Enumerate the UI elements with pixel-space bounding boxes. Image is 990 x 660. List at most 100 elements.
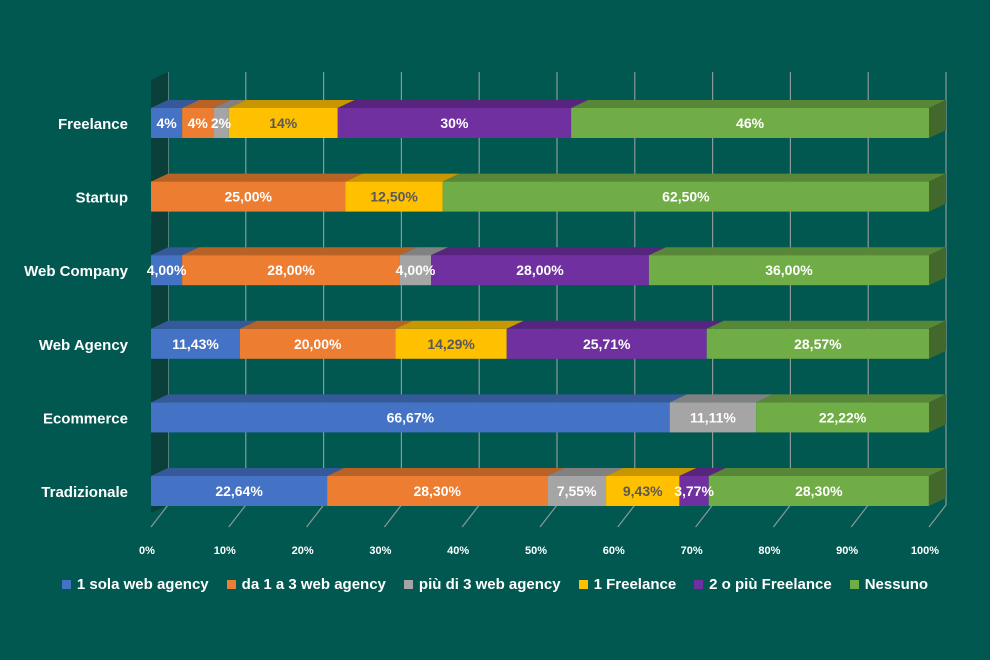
bar-segment <box>442 181 929 212</box>
bar-top-face <box>442 173 946 182</box>
bar-segment <box>151 328 240 359</box>
legend-label: da 1 a 3 web agency <box>241 576 386 593</box>
data-label: 28,00% <box>516 262 564 278</box>
bar-top-face <box>213 100 246 108</box>
legend-item: 1 Freelance <box>578 576 677 593</box>
bar-segment <box>606 476 680 506</box>
bar-segment <box>327 476 548 506</box>
floor-gridline <box>772 504 791 528</box>
legend-label: 1 sola web agency <box>76 576 209 593</box>
data-label: 4% <box>156 115 177 131</box>
bar-top-face <box>337 100 589 108</box>
data-labels: 4% 4% 2% 14% 30% 46%25,00% 12,50% 62,50%4,00% 28… <box>147 115 867 499</box>
bar-segment <box>337 108 572 138</box>
data-label: 11,11% <box>690 409 736 425</box>
bars <box>151 100 946 506</box>
data-label: 22,64% <box>215 483 263 499</box>
bar-side-face <box>929 247 946 286</box>
legend-label: Nessuno <box>864 576 929 593</box>
floor-gridline <box>695 504 714 528</box>
data-label: 25,00% <box>225 189 273 205</box>
x-tick-label: 50% <box>525 545 547 557</box>
legend-item: 2 o più Freelance <box>694 576 832 593</box>
data-label: 9,43% <box>623 483 663 499</box>
bar-top-face <box>547 468 624 476</box>
bar-segment <box>151 402 670 433</box>
bar-segment <box>151 108 183 138</box>
legend-swatch <box>61 580 71 589</box>
category-label: Tradizionale <box>41 484 128 501</box>
bar-segment <box>151 255 183 286</box>
data-label: 4% <box>188 115 209 131</box>
bar-segment <box>151 476 328 506</box>
category-label: Ecommerce <box>43 410 128 427</box>
data-label: 2% <box>211 115 232 131</box>
bar-segment <box>679 476 709 506</box>
legend-item: 1 sola web agency <box>61 576 209 593</box>
data-label: 7,55% <box>557 483 597 499</box>
floor-gridline <box>539 504 558 528</box>
data-label: 11,43% <box>172 336 219 352</box>
bar-segment <box>547 476 607 506</box>
bar-top-face <box>399 247 449 256</box>
legend-label: 1 Freelance <box>593 576 677 593</box>
floor-gridline <box>850 504 869 528</box>
category-label: Web Company <box>24 263 129 280</box>
bar-segment <box>345 181 443 212</box>
bar-top-face <box>151 394 687 403</box>
bar-segment <box>648 255 929 286</box>
bar-segment <box>431 255 649 286</box>
bar-top-face <box>648 247 946 256</box>
bar-side-face <box>929 394 946 433</box>
legend: 1 sola web agency da 1 a 3 web agency più … <box>0 576 990 593</box>
x-tick-label: 40% <box>447 545 469 557</box>
legend-label: più di 3 web agency <box>418 576 561 593</box>
x-tick-label: 10% <box>214 545 236 557</box>
x-tick-label: 70% <box>681 545 703 557</box>
legend-swatch <box>578 580 588 589</box>
legend-item: più di 3 web agency <box>403 576 561 593</box>
floor-gridline <box>928 504 947 528</box>
bar-segment <box>182 108 214 138</box>
bar-top-face <box>606 468 697 476</box>
data-label: 22,22% <box>819 409 867 425</box>
legend-label: 2 o più Freelance <box>709 576 832 593</box>
data-label: 30% <box>440 115 469 131</box>
x-tick-label: 20% <box>292 545 314 557</box>
floor-gridline <box>617 504 636 528</box>
bar-top-face <box>228 100 355 108</box>
legend-item: da 1 a 3 web agency <box>226 576 386 593</box>
data-label: 4,00% <box>147 262 187 278</box>
data-label: 14,29% <box>427 336 475 352</box>
bar-top-face <box>708 468 946 476</box>
data-label: 25,71% <box>583 336 631 352</box>
bar-side-face <box>929 100 946 138</box>
bar-top-face <box>182 100 231 108</box>
x-tick-label: 0% <box>139 545 155 557</box>
data-label: 28,00% <box>267 262 315 278</box>
bar-segment <box>756 402 929 433</box>
x-tick-label: 90% <box>836 545 858 557</box>
bar-segment <box>506 328 707 359</box>
bar-top-face <box>431 247 666 256</box>
bar-side-face <box>929 320 946 359</box>
bar-top-face <box>327 468 565 476</box>
bar-top-face <box>506 320 724 329</box>
legend-swatch <box>403 580 413 589</box>
legend-swatch <box>694 580 704 589</box>
bar-segment <box>182 255 400 286</box>
bar-side-face <box>929 173 946 212</box>
x-tick-labels: 0% 10% 20% 30% 40% 50% 60% 70% 80% 90% 100% <box>139 545 939 557</box>
bar-segment <box>151 181 346 212</box>
bar-segment <box>228 108 338 138</box>
floor-gridline <box>228 504 247 528</box>
category-label: Freelance <box>58 116 128 133</box>
legend-swatch <box>226 580 236 589</box>
bar-segment <box>239 328 396 359</box>
floor-gridline <box>461 504 480 528</box>
legend-swatch <box>849 580 859 589</box>
floor-gridline <box>383 504 402 528</box>
bar-side-face <box>928 468 946 506</box>
data-label: 28,57% <box>794 336 842 352</box>
bar-segment <box>213 108 229 138</box>
